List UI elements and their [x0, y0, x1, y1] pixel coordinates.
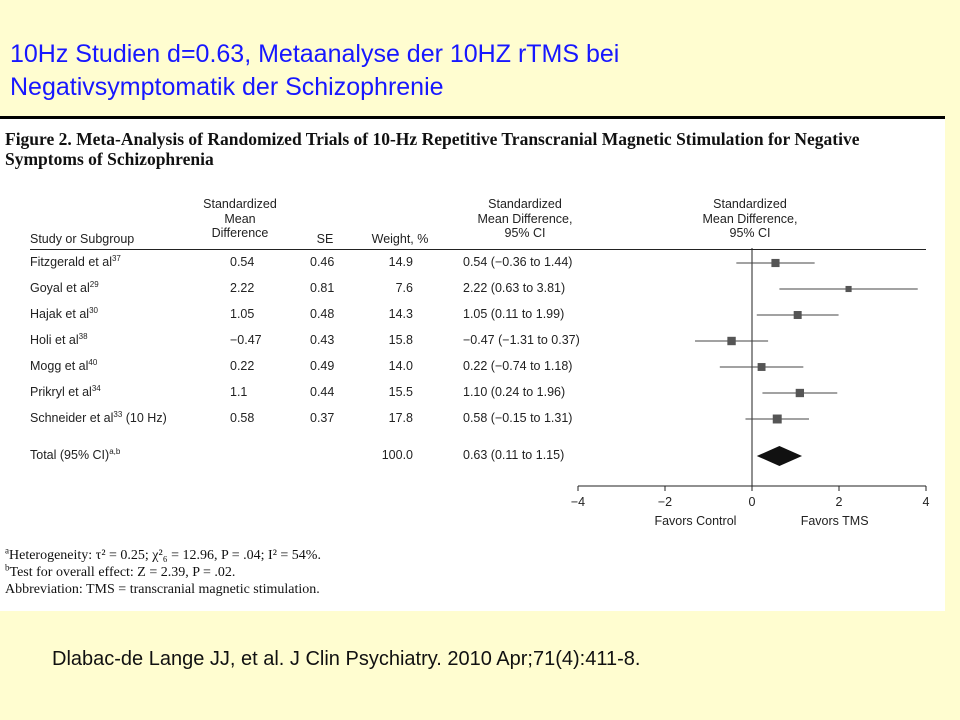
point-marker-5: [795, 388, 805, 398]
study-se-6: 0.37: [310, 411, 335, 425]
study-name-5: Prikryl et al34: [30, 383, 101, 399]
total-ci: 0.63 (0.11 to 1.15): [463, 448, 565, 462]
forest-plot-figure: Figure 2. Meta-Analysis of Randomized Tr…: [0, 116, 945, 611]
header-smd: Standardized Mean Difference: [203, 197, 277, 240]
study-smd-2: 1.05: [230, 307, 255, 321]
footnote-a-mark: a: [5, 545, 9, 556]
citation: Dlabac-de Lange JJ, et al. J Clin Psychi…: [52, 648, 641, 670]
slide-title-line2: Negativsymptomatik der Schizophrenie: [10, 73, 444, 101]
study-smd-6: 0.58: [230, 411, 255, 425]
total-name-label: Total (95% CI): [30, 448, 110, 462]
point-marker-0: [771, 258, 780, 268]
study-name-1-ref: 29: [89, 279, 99, 289]
footnote-b: bTest for overall effect: Z = 2.39, P = …: [5, 562, 925, 581]
study-se-4: 0.49: [310, 359, 335, 373]
study-name-4-ref: 40: [88, 357, 98, 367]
footnote-abbreviation: Abbreviation: TMS = transcranial magneti…: [5, 582, 320, 597]
total-name: Total (95% CI)a,b: [30, 446, 121, 462]
study-smd-0: 0.54: [230, 255, 255, 269]
study-name-2-ref: 30: [89, 305, 98, 315]
footnote-b-mark: b: [5, 562, 10, 573]
study-weight-5: 15.5: [388, 385, 413, 399]
study-name-6: Schneider et al33 (10 Hz): [30, 409, 167, 425]
study-name-6-suffix: (10 Hz): [122, 411, 167, 425]
total-diamond: [756, 446, 803, 466]
point-marker-4: [757, 363, 766, 371]
header-study: Study or Subgroup: [30, 232, 135, 246]
study-weight-3: 15.8: [388, 333, 413, 347]
point-marker-6: [772, 414, 782, 424]
study-name-3-ref: 38: [78, 331, 88, 341]
x-tick-label-4: 4: [923, 495, 930, 509]
study-smd-3: −0.47: [230, 333, 262, 347]
header-se: SE: [316, 232, 334, 246]
footnote-b-text: Test for overall effect: Z = 2.39, P = .…: [9, 565, 236, 580]
study-ci-5: 1.10 (0.24 to 1.96): [463, 385, 566, 399]
total-name-ref: a,b: [109, 446, 121, 456]
study-name-2-label: Hajak et al: [30, 307, 90, 321]
figure-caption-line2: Symptoms of Schizophrenia: [5, 149, 214, 169]
total-weight: 100.0: [381, 448, 413, 462]
study-ci-0: 0.54 (−0.36 to 1.44): [463, 255, 573, 269]
x-tick-label-1: −2: [658, 495, 672, 509]
study-weight-4: 14.0: [388, 359, 413, 373]
point-marker-2: [793, 311, 802, 319]
study-se-5: 0.44: [310, 385, 335, 399]
header-plot: Standardized Mean Difference, 95% CI: [702, 197, 798, 240]
header-weight: Weight, %: [371, 232, 429, 246]
study-name-1-label: Goyal et al: [30, 281, 90, 295]
point-marker-3: [727, 336, 736, 346]
study-name-6-ref: 33: [113, 409, 123, 419]
x-tick-label-0: −4: [571, 495, 585, 509]
study-name-1: Goyal et al29: [30, 279, 99, 295]
study-name-6-label: Schneider et al: [30, 411, 114, 425]
footnote-a-text: Heterogeneity: τ² = 0.25; χ²₆ = 12.96, P…: [9, 548, 321, 563]
study-smd-1: 2.22: [230, 281, 255, 295]
footnote-a: aHeterogeneity: τ² = 0.25; χ²₆ = 12.96, …: [5, 545, 925, 564]
favors-tms-label: Favors TMS: [801, 514, 869, 528]
study-name-4: Mogg et al40: [30, 357, 98, 373]
slide-title: 10Hz Studien d=0.63, Metaanalyse der 10H…: [10, 38, 940, 104]
study-se-2: 0.48: [310, 307, 335, 321]
study-weight-0: 14.9: [388, 255, 413, 269]
study-name-5-ref: 34: [91, 383, 101, 393]
study-se-3: 0.43: [310, 333, 335, 347]
figure-caption-line1: Figure 2. Meta-Analysis of Randomized Tr…: [5, 129, 860, 149]
study-smd-4: 0.22: [230, 359, 255, 373]
study-smd-5: 1.1: [230, 385, 248, 399]
study-name-3-label: Holi et al: [30, 333, 79, 347]
footnotes: aHeterogeneity: τ² = 0.25; χ²₆ = 12.96, …: [5, 545, 925, 598]
slide-title-line1: 10Hz Studien d=0.63, Metaanalyse der 10H…: [10, 40, 620, 68]
study-name-3: Holi et al38: [30, 331, 88, 347]
header-ci: Standardized Mean Difference, 95% CI: [477, 197, 573, 240]
study-se-1: 0.81: [310, 281, 335, 295]
study-ci-2: 1.05 (0.11 to 1.99): [463, 307, 565, 321]
header-rule: [30, 249, 926, 250]
x-tick-label-2: 0: [749, 495, 756, 509]
study-name-2: Hajak et al30: [30, 305, 98, 321]
study-name-0-label: Fitzgerald et al: [30, 255, 112, 269]
x-tick-label-3: 2: [836, 495, 843, 509]
favors-control-label: Favors Control: [654, 514, 736, 528]
study-ci-3: −0.47 (−1.31 to 0.37): [463, 333, 580, 347]
study-name-0: Fitzgerald et al37: [30, 253, 121, 269]
study-name-5-label: Prikryl et al: [30, 385, 92, 399]
study-weight-1: 7.6: [395, 281, 413, 295]
study-weight-2: 14.3: [388, 307, 413, 321]
study-ci-1: 2.22 (0.63 to 3.81): [463, 281, 566, 295]
study-se-0: 0.46: [310, 255, 335, 269]
study-name-0-ref: 37: [111, 253, 121, 263]
study-name-4-label: Mogg et al: [30, 359, 89, 373]
study-ci-6: 0.58 (−0.15 to 1.31): [463, 411, 573, 425]
study-weight-6: 17.8: [388, 411, 413, 425]
study-ci-4: 0.22 (−0.74 to 1.18): [463, 359, 573, 373]
figure-caption: Figure 2. Meta-Analysis of Randomized Tr…: [5, 129, 935, 169]
point-marker-1: [845, 285, 852, 293]
